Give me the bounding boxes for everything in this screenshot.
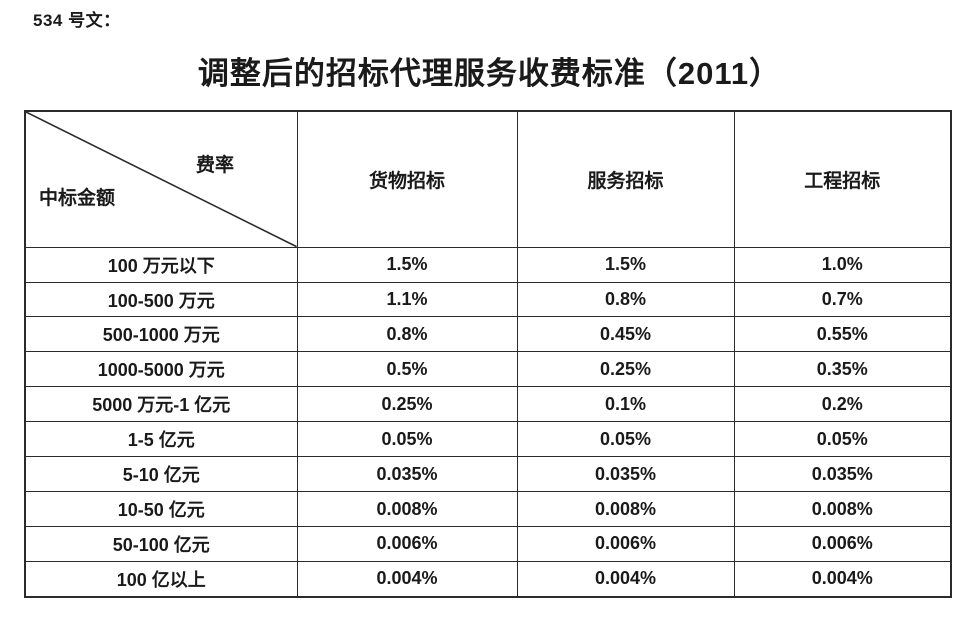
goods-rate-cell: 0.008% <box>296 491 518 528</box>
engineering-rate-cell: 0.05% <box>733 421 952 458</box>
service-rate-cell: 0.004% <box>516 560 735 598</box>
table-row: 100 万元以下 1.5% 1.5% 1.0% <box>24 246 952 283</box>
column-header-engineering: 工程招标 <box>733 110 952 248</box>
corner-label-bid-amount: 中标金额 <box>39 188 116 209</box>
amount-range-cell: 5-10 亿元 <box>24 456 298 493</box>
table-row: 5000 万元-1 亿元 0.25% 0.1% 0.2% <box>24 386 952 423</box>
service-rate-cell: 0.8% <box>516 281 735 318</box>
goods-rate-cell: 0.004% <box>296 560 518 598</box>
table-row: 500-1000 万元 0.8% 0.45% 0.55% <box>24 316 952 353</box>
page-title: 调整后的招标代理服务收费标准（2011） <box>197 56 782 91</box>
table-row: 50-100 亿元 0.006% 0.006% 0.006% <box>24 526 952 562</box>
table-row: 100 亿以上 0.004% 0.004% 0.004% <box>24 560 952 598</box>
engineering-rate-cell: 0.008% <box>733 491 952 528</box>
table-row: 1000-5000 万元 0.5% 0.25% 0.35% <box>24 351 952 388</box>
goods-rate-cell: 0.05% <box>296 421 518 458</box>
table-row: 1-5 亿元 0.05% 0.05% 0.05% <box>24 421 952 458</box>
corner-label-fee-rate: 费率 <box>196 155 235 176</box>
table-row: 100-500 万元 1.1% 0.8% 0.7% <box>24 281 952 318</box>
amount-range-cell: 1000-5000 万元 <box>24 351 298 388</box>
service-rate-cell: 0.1% <box>516 386 735 423</box>
goods-rate-cell: 0.035% <box>296 456 518 493</box>
amount-range-cell: 1-5 亿元 <box>24 421 298 458</box>
service-rate-cell: 0.008% <box>516 491 735 528</box>
amount-range-cell: 100 万元以下 <box>24 246 298 283</box>
fee-rate-table: 费率 中标金额 货物招标 服务招标 工程招标 100 万元以下 1.5% 1.5… <box>24 110 952 598</box>
amount-range-cell: 50-100 亿元 <box>24 526 298 562</box>
column-header-goods: 货物招标 <box>296 110 518 248</box>
engineering-rate-cell: 1.0% <box>733 246 952 283</box>
engineering-rate-cell: 0.035% <box>733 456 952 493</box>
table-row: 5-10 亿元 0.035% 0.035% 0.035% <box>24 456 952 493</box>
goods-rate-cell: 1.5% <box>296 246 518 283</box>
goods-rate-cell: 1.1% <box>296 281 518 318</box>
column-header-service: 服务招标 <box>516 110 735 248</box>
engineering-rate-cell: 0.55% <box>733 316 952 353</box>
service-rate-cell: 1.5% <box>516 246 735 283</box>
service-rate-cell: 0.45% <box>516 316 735 353</box>
amount-range-cell: 100-500 万元 <box>24 281 298 318</box>
amount-range-cell: 500-1000 万元 <box>24 316 298 353</box>
service-rate-cell: 0.25% <box>516 351 735 388</box>
doc-number-label: 534 号文： <box>33 11 121 30</box>
goods-rate-cell: 0.006% <box>296 526 518 562</box>
goods-rate-cell: 0.5% <box>296 351 518 388</box>
engineering-rate-cell: 0.2% <box>733 386 952 423</box>
amount-range-cell: 100 亿以上 <box>24 560 298 598</box>
engineering-rate-cell: 0.004% <box>733 560 952 598</box>
engineering-rate-cell: 0.35% <box>733 351 952 388</box>
diagonal-corner-cell: 费率 中标金额 <box>24 110 298 248</box>
service-rate-cell: 0.006% <box>516 526 735 562</box>
amount-range-cell: 5000 万元-1 亿元 <box>24 386 298 423</box>
goods-rate-cell: 0.25% <box>296 386 518 423</box>
amount-range-cell: 10-50 亿元 <box>24 491 298 528</box>
goods-rate-cell: 0.8% <box>296 316 518 353</box>
service-rate-cell: 0.035% <box>516 456 735 493</box>
service-rate-cell: 0.05% <box>516 421 735 458</box>
table-row: 10-50 亿元 0.008% 0.008% 0.008% <box>24 491 952 528</box>
engineering-rate-cell: 0.7% <box>733 281 952 318</box>
table-header-row: 费率 中标金额 货物招标 服务招标 工程招标 <box>24 110 952 248</box>
diagonal-divider-line <box>26 112 297 247</box>
engineering-rate-cell: 0.006% <box>733 526 952 562</box>
